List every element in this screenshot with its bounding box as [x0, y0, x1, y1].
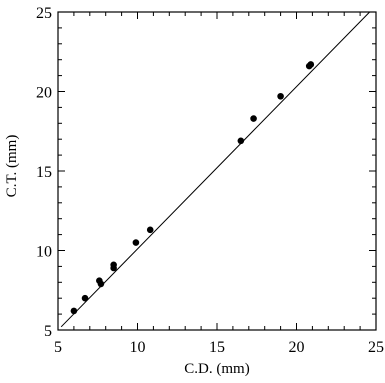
y-tick-label: 25 [36, 5, 52, 22]
data-point [110, 261, 117, 269]
data-point [307, 61, 315, 68]
data-point [97, 280, 105, 288]
data-point [81, 294, 89, 302]
y-tick-label: 10 [36, 244, 52, 261]
x-tick-label: 25 [368, 339, 384, 356]
data-point [277, 92, 284, 100]
data-point [146, 226, 154, 234]
x-tick-label: 5 [54, 339, 62, 356]
data-point [132, 239, 140, 246]
x-tick-label: 20 [289, 339, 305, 356]
x-axis-label: C.D. (mm) [184, 361, 249, 377]
fit-line [60, 11, 370, 328]
data-point [237, 137, 245, 145]
y-tick-label: 15 [36, 164, 52, 181]
plot-frame [57, 11, 377, 331]
y-axis-label: C.T. (mm) [4, 135, 20, 198]
data-point [250, 115, 257, 122]
y-tick-label: 5 [44, 323, 52, 340]
x-tick-label: 15 [209, 339, 225, 356]
data-point [70, 307, 78, 315]
plot-area: 5 10 15 20 25 5 10 15 20 25 [36, 5, 384, 356]
y-tick-label: 20 [36, 85, 52, 102]
x-tick-label: 10 [130, 339, 146, 356]
